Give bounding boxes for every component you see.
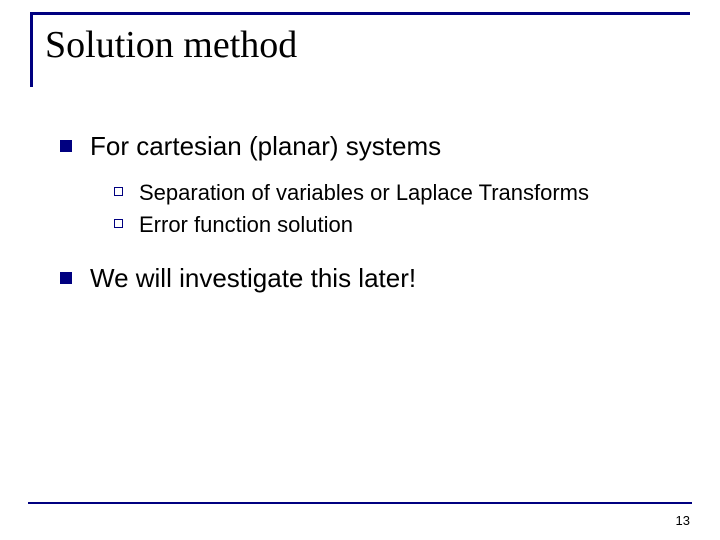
hollow-square-bullet-icon <box>114 187 123 196</box>
slide-title: Solution method <box>45 25 690 67</box>
sub-bullet-group: Separation of variables or Laplace Trans… <box>114 179 670 240</box>
bullet-l1-text: We will investigate this later! <box>90 262 416 295</box>
bullet-l1-text: For cartesian (planar) systems <box>90 130 441 163</box>
hollow-square-bullet-icon <box>114 219 123 228</box>
slide: Solution method For cartesian (planar) s… <box>0 0 720 540</box>
page-number: 13 <box>676 513 690 528</box>
bullet-l2: Error function solution <box>114 211 670 240</box>
bullet-l2-text: Error function solution <box>139 211 353 240</box>
title-box: Solution method <box>30 12 690 87</box>
bullet-l1: We will investigate this later! <box>60 262 670 295</box>
bullet-l2: Separation of variables or Laplace Trans… <box>114 179 670 208</box>
square-bullet-icon <box>60 272 72 284</box>
bullet-l2-text: Separation of variables or Laplace Trans… <box>139 179 589 208</box>
square-bullet-icon <box>60 140 72 152</box>
slide-body: For cartesian (planar) systems Separatio… <box>60 130 670 310</box>
bullet-l1: For cartesian (planar) systems <box>60 130 670 163</box>
footer-rule <box>28 502 692 504</box>
